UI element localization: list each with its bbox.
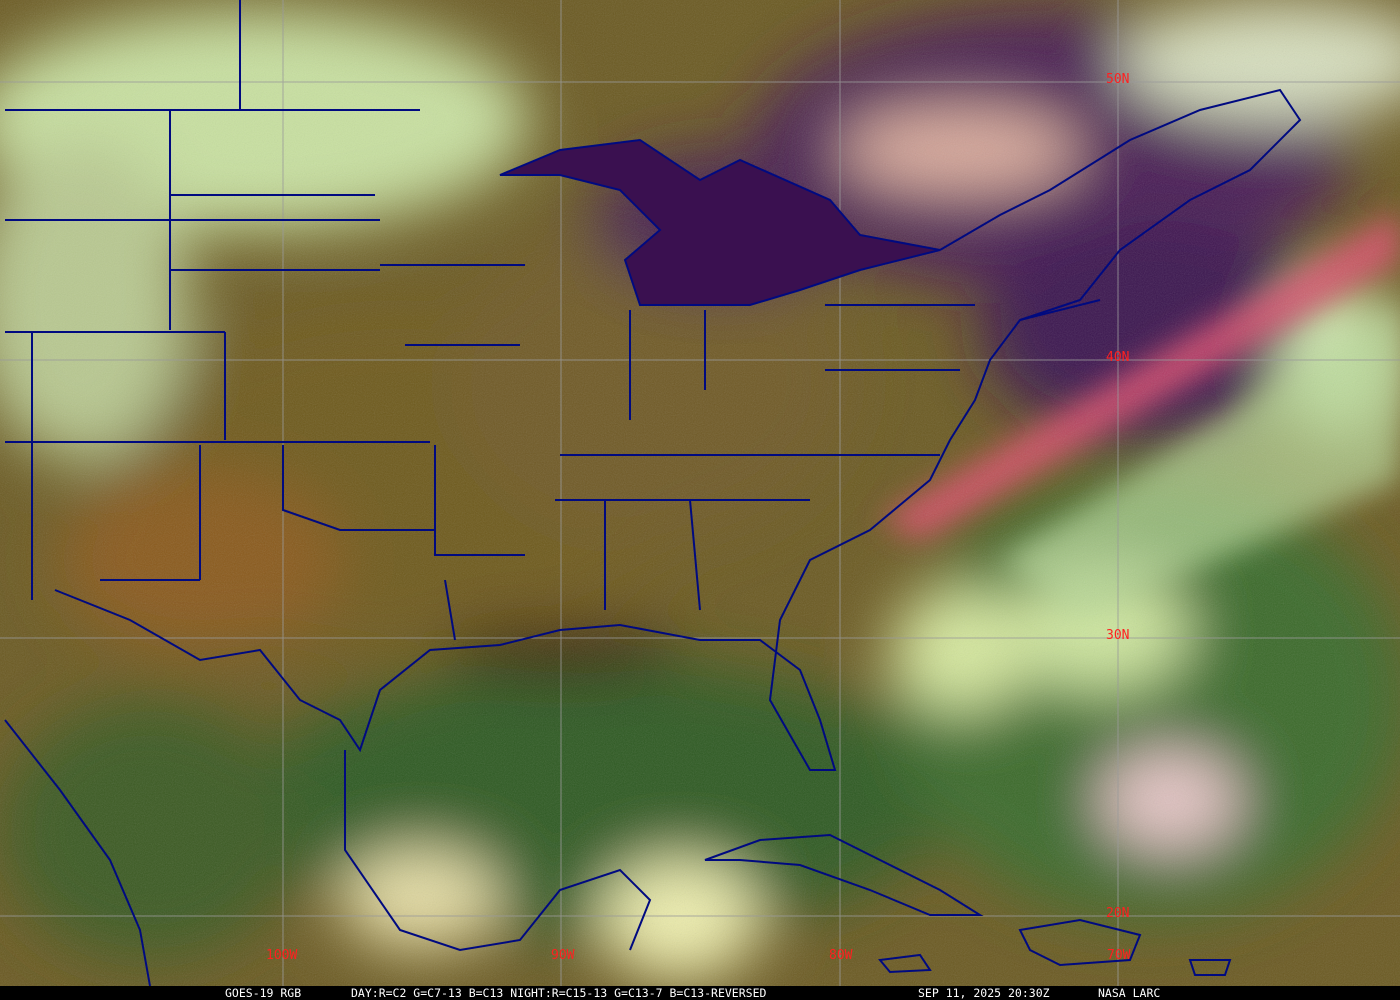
- gulf-coast: [54, 299, 1101, 771]
- lat-label-30n: 30N: [1106, 628, 1130, 643]
- lon-label-90w: 90W: [551, 948, 575, 963]
- caption-bar: GOES-19 RGB DAY:R=C2 G=C7-13 B=C13 NIGHT…: [0, 986, 1400, 1000]
- cuba: [704, 833, 984, 916]
- state-borders: [5, 110, 975, 641]
- hispaniola: [1018, 918, 1142, 967]
- lat-label-50n: 50N: [1106, 72, 1130, 87]
- borders: [4, 0, 1302, 986]
- mexico-west-coast: [4, 719, 151, 986]
- northeast-coast: [939, 88, 1302, 321]
- lon-label-80w: 80W: [829, 948, 853, 963]
- data-source: NASA LARC: [1098, 986, 1161, 1000]
- timestamp: SEP 11, 2025 20:30Z: [918, 986, 1050, 1000]
- lon-label-70w: 70W: [1107, 948, 1131, 963]
- lon-label-100w: 100W: [266, 948, 298, 963]
- canada-border: [5, 0, 420, 111]
- lat-label-40n: 40N: [1106, 350, 1130, 365]
- satellite-name: GOES-19 RGB: [225, 986, 302, 1000]
- rgb-recipe: DAY:R=C2 G=C7-13 B=C13 NIGHT:R=C15-13 G=…: [351, 986, 767, 1000]
- jamaica: [878, 953, 932, 974]
- lat-label-20n: 20N: [1106, 906, 1130, 921]
- great-lakes: [499, 138, 941, 306]
- mexico-coast: [344, 750, 652, 952]
- puerto-rico: [1188, 959, 1232, 976]
